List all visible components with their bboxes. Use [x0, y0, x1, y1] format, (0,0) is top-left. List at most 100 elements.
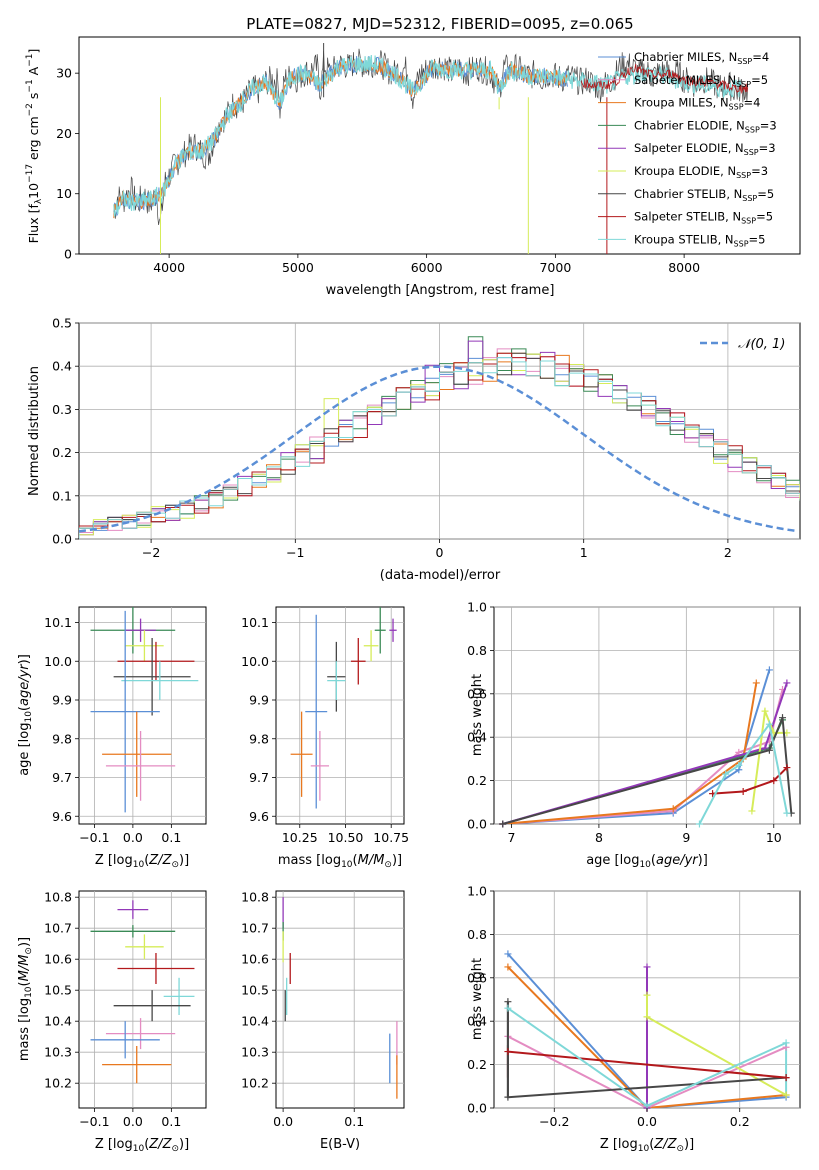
histogram-legend: 𝒩(0, 1) [700, 337, 785, 352]
legend-entry: Chabrier STELIB, NSSP=5 [634, 187, 774, 203]
x-tick-label: 7000 [539, 260, 571, 275]
x-tick-label: 6000 [411, 260, 443, 275]
x-tick-label: 7 [508, 830, 516, 845]
weight-marker [783, 679, 791, 687]
x-tick-label: 4000 [153, 260, 185, 275]
legend-entry: Chabrier ELODIE, NSSP=3 [634, 118, 777, 134]
y-tick-label: 0 [64, 247, 72, 262]
x-tick-label: 5000 [282, 260, 314, 275]
weight-marker [504, 950, 512, 958]
legend-entry: Salpeter ELODIE, NSSP=3 [634, 141, 776, 157]
weight-marker [782, 1039, 790, 1047]
y-tick-label: 0.2 [467, 1057, 487, 1072]
x-tick-label: 1 [580, 545, 588, 560]
weight-vs-Z-ticks: −0.2 0.0 0.2 0.0 0.2 0.4 0.6 0.8 1.0 [467, 884, 750, 1130]
age-vs-Z-ylabel: age [log10(age/yr)] [17, 654, 34, 776]
y-tick-label: 9.7 [52, 770, 72, 785]
y-tick-label: 10.6 [241, 952, 269, 967]
weight-marker [782, 1074, 790, 1082]
x-tick-label: 0.0 [637, 1114, 657, 1129]
weight-marker [504, 963, 512, 971]
y-tick-label: 0.1 [52, 488, 72, 503]
weight-vs-Z-xlabel: Z [log10(Z/Z⊙)] [600, 1137, 694, 1154]
age-vs-Z-axes [78, 606, 207, 825]
x-tick-label: 0.1 [344, 1114, 364, 1129]
x-tick-label: −0.2 [539, 1114, 569, 1129]
y-tick-label: 10.5 [44, 983, 72, 998]
histogram-step [79, 340, 800, 539]
y-tick-label: 30 [56, 66, 72, 81]
histogram-ylabel: Normed distribution [27, 366, 42, 496]
gaussian-curve [79, 365, 798, 533]
weight-marker [783, 764, 791, 772]
mass-vs-Z-ticks: −0.1 0.0 0.1 10.2 10.3 10.4 10.5 10.6 10.7 10.8 [44, 890, 181, 1129]
y-tick-label: 9.6 [52, 809, 72, 824]
histogram-panel: −2 −1 0 1 2 0.0 0.1 0.2 0.3 0.4 0.5 (data-model)/e… [27, 316, 801, 583]
weight-vs-age-ylabel: mass weight [470, 674, 485, 756]
weight-marker [783, 809, 791, 817]
x-tick-label: 0.0 [123, 1114, 143, 1129]
weight-marker [504, 998, 512, 1006]
mass-vs-ebv-ticks: 0.0 0.1 10.2 10.3 10.4 10.5 10.6 10.7 10.8 [241, 890, 364, 1129]
spectrum-line [113, 48, 749, 225]
weight-line [502, 719, 784, 824]
legend-entry: Chabrier MILES, NSSP=4 [634, 50, 769, 66]
x-tick-label: −1 [286, 545, 304, 560]
y-tick-label: 9.8 [52, 731, 72, 746]
weight-marker [739, 787, 747, 795]
weight-marker [504, 1004, 512, 1012]
age-vs-mass-plot-area [276, 607, 404, 824]
weight-marker [752, 679, 760, 687]
weight-vs-age-plot-area [494, 606, 800, 828]
y-tick-label: 10.2 [44, 1076, 72, 1091]
weight-vs-Z-plot-area [494, 890, 800, 1112]
y-tick-label: 0.2 [52, 445, 72, 460]
y-tick-label: 10.3 [241, 1045, 269, 1060]
y-tick-label: 0.8 [467, 927, 487, 942]
y-tick-label: 10.7 [241, 921, 269, 936]
x-tick-label: 0.0 [273, 1114, 293, 1129]
spectrum-line [113, 57, 568, 219]
legend-entry: Kroupa MILES, NSSP=4 [634, 96, 760, 112]
y-tick-label: 10.1 [44, 615, 72, 630]
x-tick-label: 10 [766, 830, 782, 845]
x-tick-label: 0.1 [161, 1114, 181, 1129]
spectrum-plot-area [113, 43, 749, 254]
weight-marker [779, 714, 787, 722]
spectrum-ylabel: Flux [fλ10−17 erg cm−2 s−1 A−1] [25, 49, 44, 244]
x-tick-label: 8000 [668, 260, 700, 275]
spectrum-line [580, 63, 749, 95]
age-vs-mass-ticks: 10.25 10.50 10.75 9.6 9.7 9.8 9.9 10.0 10.1 [241, 615, 409, 845]
weight-line [502, 669, 771, 824]
weight-line [507, 953, 787, 1108]
weight-line [507, 1035, 787, 1108]
weight-vs-age-xlabel: age [log10(age/yr)] [586, 853, 708, 870]
spectrum-ticks: 4000 5000 6000 7000 8000 0 10 20 30 [56, 66, 700, 275]
legend-entry: 𝒩(0, 1) [738, 337, 785, 352]
mass-vs-ebv-plot-area [276, 891, 404, 1108]
y-tick-label: 9.9 [52, 693, 72, 708]
y-tick-label: 10.0 [44, 654, 72, 669]
spectrum-line [113, 54, 742, 217]
x-tick-label: 9 [682, 830, 690, 845]
weight-marker [499, 820, 507, 828]
legend-entry: Kroupa STELIB, NSSP=5 [634, 232, 765, 248]
mass-vs-Z-panel: −0.1 0.0 0.1 10.2 10.3 10.4 10.5 10.6 10.7 10.8 Z… [17, 890, 207, 1154]
y-tick-label: 1.0 [467, 600, 487, 615]
mass-vs-Z-plot-area [79, 891, 206, 1108]
weight-marker [770, 777, 778, 785]
y-tick-label: 9.7 [249, 770, 269, 785]
weight-line [502, 682, 788, 824]
x-tick-label: −2 [142, 545, 160, 560]
y-tick-label: 20 [56, 126, 72, 141]
histogram-plot-area [79, 322, 800, 540]
weight-vs-age-ticks: 7 8 9 10 0.0 0.2 0.4 0.6 0.8 1.0 [467, 600, 782, 846]
y-tick-label: 10.3 [44, 1045, 72, 1060]
mass-vs-ebv-xlabel: E(B-V) [320, 1137, 360, 1152]
weight-line [507, 966, 787, 1108]
x-tick-label: 0 [436, 545, 444, 560]
mass-vs-ebv-panel: 0.0 0.1 10.2 10.3 10.4 10.5 10.6 10.7 10.8 E(B-V… [241, 890, 405, 1152]
age-vs-Z-plot-area [79, 607, 206, 824]
x-tick-label: 0.2 [730, 1114, 750, 1129]
